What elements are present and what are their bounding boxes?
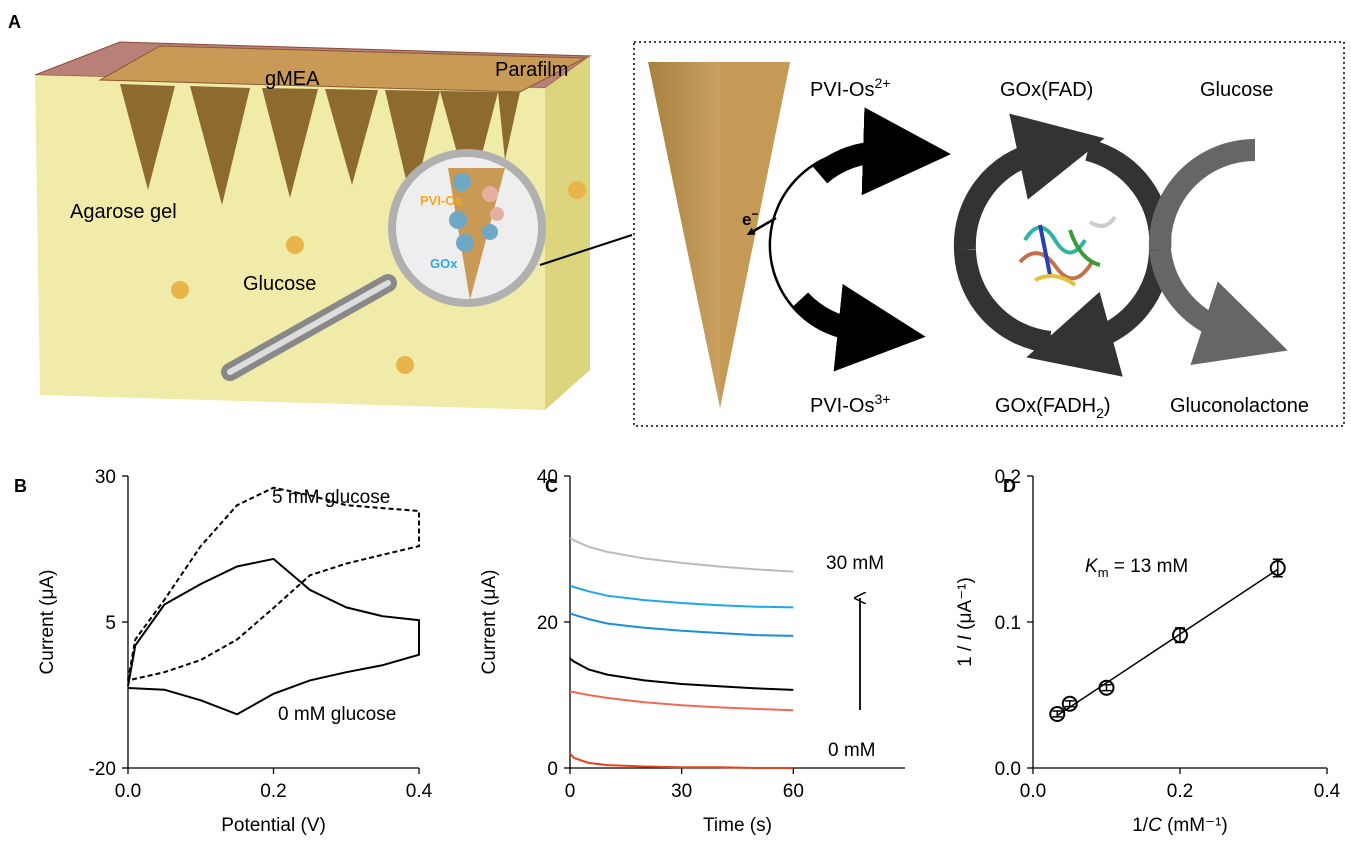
y-tick-label: 0.1 bbox=[995, 613, 1021, 634]
oxidation-arrow bbox=[820, 152, 885, 175]
line-series bbox=[570, 586, 793, 608]
annotation: 0 mM bbox=[828, 740, 876, 761]
annotation: 0 mM glucose bbox=[278, 704, 396, 725]
y-tick-label: 5 bbox=[105, 613, 116, 634]
x-tick-label: 60 bbox=[783, 781, 804, 802]
annotation-part: = 13 mM bbox=[1109, 556, 1189, 577]
x-axis-title: Potential (V) bbox=[221, 815, 326, 836]
glucose-arc bbox=[1160, 150, 1255, 250]
y-tick-label: 40 bbox=[537, 467, 558, 488]
reduction-arrow bbox=[800, 300, 860, 330]
label: Agarose gel bbox=[70, 201, 177, 223]
annotation: 5 mM glucose bbox=[272, 487, 390, 508]
x-axis-title: Time (s) bbox=[703, 815, 772, 836]
annotation: Km = 13 mM bbox=[1085, 556, 1188, 580]
y-tick-label: -20 bbox=[89, 759, 116, 780]
axis-title: 1 / I (μA⁻¹) bbox=[955, 577, 976, 667]
glucose-arrow bbox=[1160, 250, 1225, 330]
y-axis-title: Current (μA) bbox=[37, 570, 58, 675]
axis-title-part: (mM⁻¹) bbox=[1162, 815, 1228, 836]
label: Parafilm bbox=[495, 59, 568, 81]
y-tick-label: 30 bbox=[95, 467, 116, 488]
axis-title-part: 1 / bbox=[955, 640, 976, 666]
illustration bbox=[35, 42, 1344, 426]
label-sub: 2 bbox=[1096, 405, 1104, 421]
label-base: PVI-Os bbox=[810, 79, 874, 101]
label: gMEA bbox=[265, 68, 320, 90]
x-tick-label: 0.2 bbox=[1167, 781, 1193, 802]
axis-title-part: C bbox=[1148, 815, 1162, 836]
fadh2-arrow bbox=[1090, 250, 1160, 340]
x-tick-label: 0.4 bbox=[1314, 781, 1341, 802]
electrode-cone-face bbox=[720, 62, 790, 408]
y-tick-label: 0.0 bbox=[995, 759, 1021, 780]
label-sup: 2+ bbox=[874, 75, 890, 91]
axis-title-part: 1/ bbox=[1132, 815, 1149, 836]
figure: A B C D gMEA Parafilm Agarose gel Glucos… bbox=[0, 0, 1351, 846]
y-tick-label: 0.2 bbox=[995, 467, 1021, 488]
x-tick-label: 30 bbox=[671, 781, 692, 802]
label: PVI-Os3+ bbox=[810, 391, 890, 417]
label-base: PVI-Os bbox=[810, 395, 874, 417]
label: Glucose bbox=[243, 273, 316, 295]
label: PVI-Os2+ bbox=[810, 75, 890, 101]
gel-side bbox=[545, 56, 590, 410]
axis-title: 1/C (mM⁻¹) bbox=[1132, 815, 1228, 836]
annotation-part: m bbox=[1098, 565, 1109, 580]
y-axis-title: Current (μA) bbox=[479, 570, 500, 675]
axis-title-part: (μA⁻¹) bbox=[955, 577, 976, 635]
panel-label: B bbox=[14, 476, 27, 496]
error-bar bbox=[1065, 701, 1075, 707]
x-tick-label: 0.0 bbox=[1020, 781, 1046, 802]
line-series bbox=[128, 559, 419, 714]
label-sup: − bbox=[751, 207, 758, 221]
annotation: 30 mM bbox=[826, 553, 884, 574]
label: GOx(FADH2) bbox=[995, 395, 1111, 421]
label-sup: 3+ bbox=[874, 391, 890, 407]
label: Glucose bbox=[1200, 79, 1273, 101]
fad-arc-down bbox=[965, 250, 1050, 342]
label: Gluconolactone bbox=[1170, 395, 1309, 417]
fit-line bbox=[1057, 569, 1278, 715]
label: GOx(FAD) bbox=[1000, 79, 1093, 101]
y-tick-label: 0 bbox=[547, 759, 558, 780]
label: GOx bbox=[430, 256, 458, 271]
label-base: GOx(FADH bbox=[995, 395, 1096, 417]
line-series bbox=[570, 659, 793, 690]
line-series bbox=[570, 691, 793, 710]
y-tick-label: 20 bbox=[537, 613, 558, 634]
x-tick-label: 0 bbox=[565, 781, 576, 802]
x-tick-label: 0.0 bbox=[115, 781, 141, 802]
x-tick-label: 0.2 bbox=[260, 781, 286, 802]
label: PVI-Os bbox=[420, 193, 463, 208]
line-series bbox=[570, 613, 793, 636]
protein-structure bbox=[1020, 217, 1115, 285]
x-tick-label: 0.4 bbox=[406, 781, 433, 802]
line-series bbox=[128, 488, 419, 681]
line-series bbox=[570, 753, 793, 768]
line-series bbox=[570, 538, 793, 572]
panel-label: A bbox=[8, 12, 21, 32]
label-base: e bbox=[742, 210, 751, 229]
label-end: ) bbox=[1104, 395, 1111, 417]
